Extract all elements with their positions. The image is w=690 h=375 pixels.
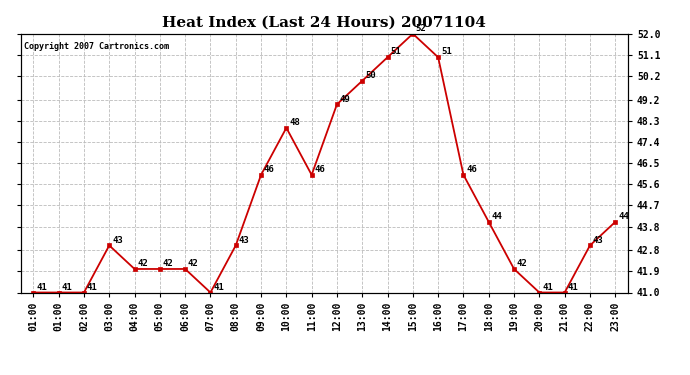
Text: 48: 48 xyxy=(289,118,300,127)
Text: 51: 51 xyxy=(441,48,452,57)
Text: 46: 46 xyxy=(315,165,325,174)
Text: 43: 43 xyxy=(239,236,249,244)
Text: 51: 51 xyxy=(391,48,401,57)
Text: 50: 50 xyxy=(365,71,376,80)
Text: 41: 41 xyxy=(542,283,553,292)
Text: 42: 42 xyxy=(137,259,148,268)
Text: 49: 49 xyxy=(339,94,351,104)
Text: 44: 44 xyxy=(491,212,502,221)
Text: 41: 41 xyxy=(213,283,224,292)
Text: 42: 42 xyxy=(517,259,528,268)
Text: 44: 44 xyxy=(618,212,629,221)
Text: 43: 43 xyxy=(593,236,604,244)
Text: 46: 46 xyxy=(264,165,275,174)
Text: 41: 41 xyxy=(36,283,47,292)
Text: 42: 42 xyxy=(188,259,199,268)
Text: 41: 41 xyxy=(567,283,578,292)
Text: 42: 42 xyxy=(163,259,173,268)
Text: 43: 43 xyxy=(112,236,123,244)
Text: Copyright 2007 Cartronics.com: Copyright 2007 Cartronics.com xyxy=(23,42,169,51)
Title: Heat Index (Last 24 Hours) 20071104: Heat Index (Last 24 Hours) 20071104 xyxy=(162,16,486,30)
Text: 46: 46 xyxy=(466,165,477,174)
Text: 52: 52 xyxy=(415,24,426,33)
Text: 41: 41 xyxy=(61,283,72,292)
Text: 41: 41 xyxy=(87,283,97,292)
